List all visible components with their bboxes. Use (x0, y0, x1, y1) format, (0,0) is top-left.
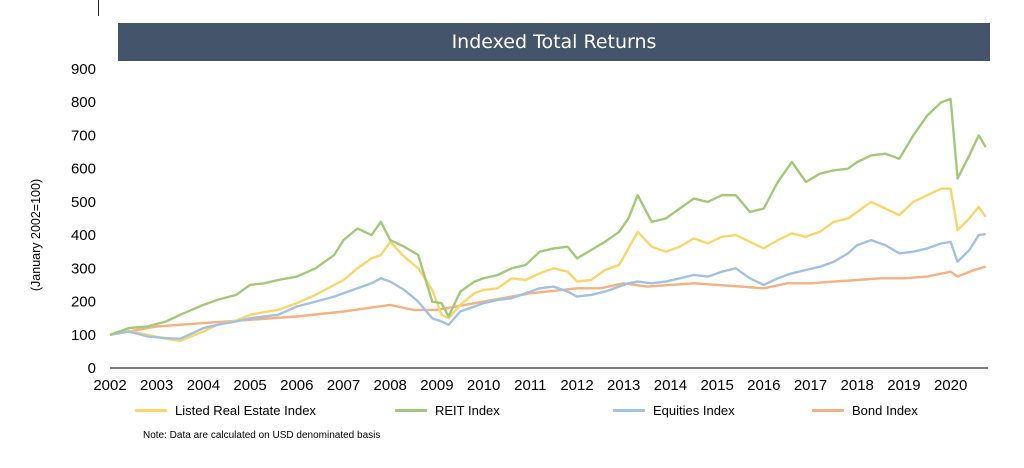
legend-item: REIT Index (395, 401, 500, 419)
legend-label: REIT Index (435, 402, 500, 418)
x-tick-label: 2008 (374, 377, 407, 394)
y-tick-label: 400 (71, 227, 96, 244)
chart-legend: Listed Real Estate Index REIT Index Equiti… (0, 401, 1024, 419)
x-tick-label: 2006 (280, 377, 313, 394)
y-tick-label: 200 (71, 294, 96, 311)
x-tick-label: 2007 (327, 377, 360, 394)
y-tick-label: 0 (88, 360, 96, 377)
x-tick-label: 2002 (93, 377, 126, 394)
x-tick-label: 2010 (467, 377, 500, 394)
x-tick-label: 2011 (514, 377, 546, 394)
x-tick-label: 2014 (654, 377, 687, 394)
text-cursor-mark (98, 0, 99, 16)
y-tick-label: 800 (71, 94, 96, 111)
x-tick-label: 2016 (747, 377, 780, 394)
series-lines (109, 97, 987, 342)
y-tick-label: 600 (71, 161, 96, 178)
chart-note: Note: Data are calculated on USD denomin… (143, 430, 381, 441)
series-line-reit-index (109, 97, 987, 336)
legend-item: Listed Real Estate Index (135, 401, 316, 419)
x-tick-label: 2004 (187, 377, 220, 394)
x-tick-label: 2018 (841, 377, 874, 394)
legend-swatch (812, 408, 844, 412)
legend-label: Listed Real Estate Index (175, 402, 316, 418)
x-tick-label: 2005 (233, 377, 266, 394)
x-tick-label: 2019 (887, 377, 920, 394)
legend-swatch (395, 408, 427, 412)
x-tick-label: 2017 (794, 377, 827, 394)
x-tick-label: 2003 (140, 377, 173, 394)
y-axis-label: (January 2002=100) (29, 179, 43, 291)
series-line-equities-index (109, 232, 986, 340)
x-tick-label: 2015 (700, 377, 733, 394)
y-axis-label-group: (January 2002=100) (29, 179, 43, 291)
x-tick-label: 2013 (607, 377, 640, 394)
y-tick-label: 700 (71, 127, 96, 144)
legend-label: Equities Index (653, 402, 735, 418)
legend-label: Bond Index (852, 402, 918, 418)
legend-item: Equities Index (613, 401, 735, 419)
legend-item: Bond Index (812, 401, 918, 419)
chart-title-bar: Indexed Total Returns (118, 23, 990, 61)
x-tick-label: 2020 (934, 377, 967, 394)
x-tick-labels: 2002 2003 2004 2005 2006 2007 2008 2009 2010 2011… (93, 377, 967, 394)
series-line-listed-real-estate-index (109, 187, 987, 342)
y-tick-label: 100 (71, 327, 96, 344)
y-tick-label: 300 (71, 260, 96, 277)
x-tick-label: 2009 (420, 377, 453, 394)
x-tick-label: 2012 (560, 377, 593, 394)
legend-swatch (135, 408, 167, 412)
chart-title: Indexed Total Returns (451, 31, 657, 53)
y-tick-labels: 0 100 200 300 400 500 600 700 800 900 (71, 61, 96, 377)
series-line-bond-index (109, 265, 987, 336)
y-tick-label: 500 (71, 194, 96, 211)
y-tick-label: 900 (71, 61, 96, 78)
legend-swatch (613, 408, 645, 412)
